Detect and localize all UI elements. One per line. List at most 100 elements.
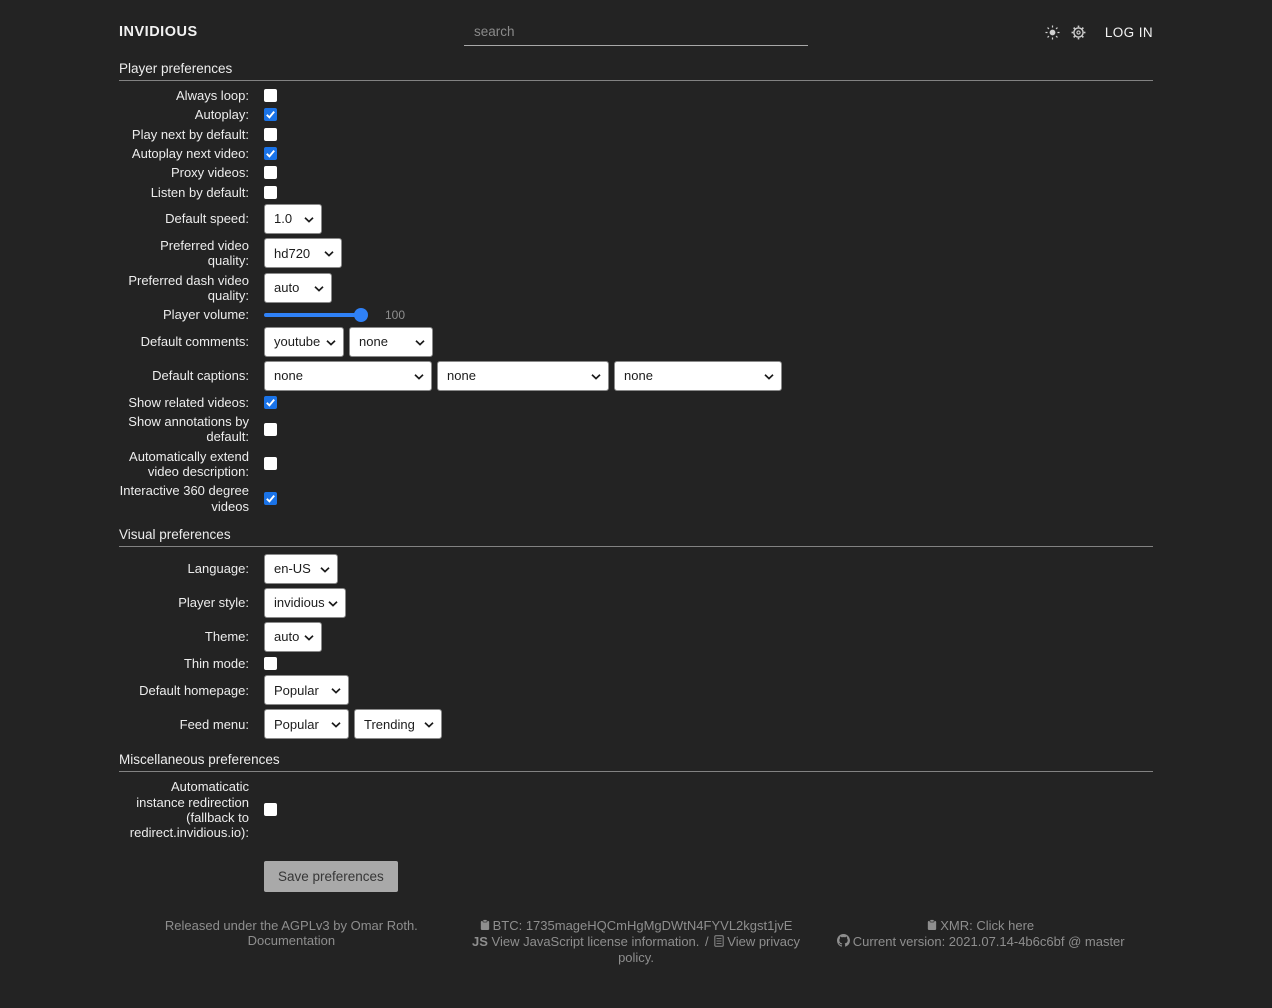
select-value: none <box>447 368 476 384</box>
pref-label-extend-video-description: Automatically extend video description: <box>129 448 249 479</box>
privacy-document-icon <box>714 934 724 950</box>
select-default-homepage[interactable]: Popular <box>264 675 349 706</box>
js-icon: JS <box>472 933 488 949</box>
pref-label-player-volume: Player volume: <box>163 307 249 323</box>
select-feed-menu-0[interactable]: Popular <box>264 709 349 740</box>
license-text: Released under the AGPLv3 by Omar Roth. <box>164 917 418 933</box>
player-volume-value: 100 <box>385 307 406 322</box>
clipboard-icon[interactable] <box>480 918 490 934</box>
footer-center: BTC: 1735mageHQCmHgMgDWtN4FYVL2kgst1jvE … <box>464 918 809 965</box>
select-preferred-video-quality[interactable]: hd720 <box>264 238 342 269</box>
show-annotations-by-default-checkbox[interactable] <box>264 422 277 436</box>
pref-row-default-captions: Default captions: none none none <box>119 360 1153 391</box>
pref-label-thin-mode: Thin mode: <box>183 655 249 671</box>
pref-row-player-style: Player style: invidious <box>119 587 1153 618</box>
automatic-instance-redirection-checkbox[interactable] <box>264 803 277 817</box>
privacy-policy-link[interactable]: View privacy policy. <box>618 933 800 965</box>
listen-by-default-checkbox[interactable] <box>264 185 277 199</box>
interactive-360-videos-checkbox[interactable] <box>264 492 277 506</box>
autoplay-checkbox[interactable] <box>264 108 277 122</box>
documentation-link[interactable]: Documentation <box>247 932 336 948</box>
select-value: invidious <box>274 595 325 611</box>
chevron-down-icon <box>304 635 314 641</box>
select-value: Popular <box>274 716 319 732</box>
select-theme[interactable]: auto <box>264 621 322 652</box>
select-value: none <box>624 368 653 384</box>
always-loop-checkbox[interactable] <box>264 89 277 103</box>
select-player-style[interactable]: invidious <box>264 587 346 618</box>
pref-label-automatic-instance-redirection: Automaticatic instance redirection (fall… <box>129 779 249 841</box>
save-preferences-button[interactable]: Save preferences <box>264 860 398 892</box>
pref-label-feed-menu: Feed menu: <box>179 716 249 732</box>
select-default-captions-2[interactable]: none <box>614 360 782 391</box>
select-value: auto <box>274 629 300 645</box>
section-title: Player preferences <box>119 61 233 76</box>
pref-label-autoplay-next-video: Autoplay next video: <box>131 145 249 161</box>
chevron-down-icon <box>328 601 338 607</box>
pref-label-always-loop: Always loop: <box>176 88 249 103</box>
pref-label-default-comments: Default comments: <box>140 333 249 349</box>
select-language[interactable]: en-US <box>264 553 338 584</box>
pref-row-default-speed: Default speed: 1.0 <box>119 203 1153 234</box>
btc-address: BTC: 1735mageHQCmHgMgDWtN4FYVL2kgst1jvE <box>492 917 793 933</box>
pref-row-player-volume: Player volume: 100 <box>119 307 1153 322</box>
pref-row-preferred-video-quality: Preferred video quality: hd720 <box>119 238 1153 269</box>
pref-row-default-comments: Default comments: youtube none <box>119 326 1153 357</box>
section-title: Miscellaneous preferences <box>119 752 280 768</box>
pref-row-show-related-videos: Show related videos: <box>119 395 1153 410</box>
autoplay-next-video-checkbox[interactable] <box>264 147 277 161</box>
player-volume-slider[interactable] <box>264 307 368 322</box>
thin-mode-checkbox[interactable] <box>264 657 277 671</box>
section-title: Visual preferences <box>119 526 231 542</box>
select-default-comments-0[interactable]: youtube <box>264 326 344 357</box>
slider-track <box>264 312 366 317</box>
separator: / <box>705 933 709 949</box>
pref-label-language: Language: <box>187 561 249 577</box>
pref-row-show-annotations-by-default: Show annotations by default: <box>119 414 1153 445</box>
chevron-down-icon <box>591 373 601 380</box>
extend-video-description-checkbox[interactable] <box>264 457 277 471</box>
pref-row-preferred-dash-video-quality: Preferred dash video quality: auto <box>119 273 1153 304</box>
select-default-comments-1[interactable]: none <box>349 326 433 357</box>
slider-thumb[interactable] <box>354 307 368 322</box>
chevron-down-icon <box>415 339 425 346</box>
pref-row-automatic-instance-redirection: Automaticatic instance redirection (fall… <box>119 779 1153 840</box>
select-default-speed[interactable]: 1.0 <box>264 203 322 234</box>
xmr-link[interactable]: Click here <box>976 917 1035 933</box>
search-input[interactable] <box>464 18 808 46</box>
show-related-videos-checkbox[interactable] <box>264 395 277 409</box>
preferences-form: Player preferences Always loop: Autoplay: P… <box>119 61 1153 841</box>
pref-row-feed-menu: Feed menu: Popular Trending <box>119 709 1153 740</box>
pref-row-always-loop: Always loop: <box>119 88 1153 103</box>
preferences-gear-icon[interactable] <box>1071 25 1086 40</box>
invidious-logo[interactable]: INVIDIOUS <box>119 24 198 40</box>
select-value: Trending <box>364 716 415 732</box>
pref-label-default-speed: Default speed: <box>165 211 249 227</box>
proxy-videos-checkbox[interactable] <box>264 166 277 180</box>
version-text[interactable]: Current version: 2021.07.14-4b6c6bf @ ma… <box>852 933 1125 949</box>
github-icon <box>836 933 850 950</box>
section-divider <box>119 80 1153 81</box>
clipboard-icon[interactable] <box>927 918 937 934</box>
select-value: 1.0 <box>274 211 293 227</box>
pref-row-language: Language: en-US <box>119 553 1153 584</box>
play-next-by-default-checkbox[interactable] <box>264 127 277 141</box>
chevron-down-icon <box>331 688 341 695</box>
pref-row-extend-video-description: Automatically extend video description: <box>119 449 1153 480</box>
select-feed-menu-1[interactable]: Trending <box>354 709 442 740</box>
select-default-captions-0[interactable]: none <box>264 360 432 391</box>
pref-label-interactive-360-videos: Interactive 360 degree videos <box>119 483 249 514</box>
select-default-captions-1[interactable]: none <box>437 360 609 391</box>
select-value: auto <box>274 280 300 296</box>
pref-label-default-homepage: Default homepage: <box>139 682 249 698</box>
js-license-link[interactable]: View JavaScript license information. <box>491 933 700 949</box>
top-navbar: INVIDIOUS <box>119 0 1153 48</box>
theme-toggle-sun-icon[interactable] <box>1045 24 1060 40</box>
pref-row-listen-by-default: Listen by default: <box>119 185 1153 200</box>
login-link[interactable]: LOG IN <box>1104 24 1153 40</box>
section-divider <box>119 545 1153 547</box>
select-preferred-dash-video-quality[interactable]: auto <box>264 272 332 303</box>
chevron-down-icon <box>764 373 774 380</box>
chevron-down-icon <box>320 567 330 573</box>
footer-left: Released under the AGPLv3 by Omar Roth. … <box>119 918 464 965</box>
